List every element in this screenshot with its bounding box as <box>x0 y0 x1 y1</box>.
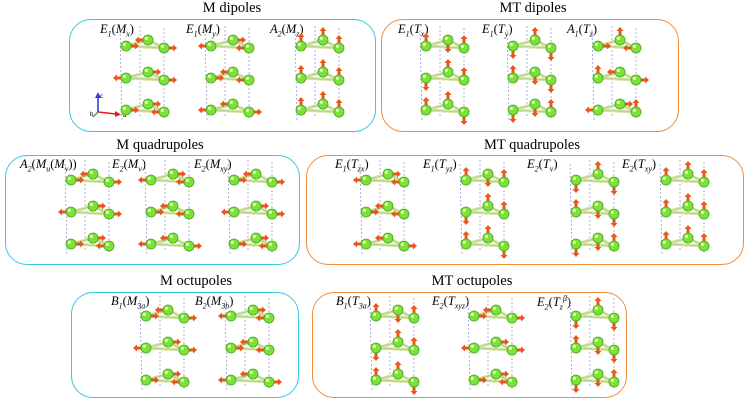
label-B1-M3a: B1(M3a) <box>111 294 150 311</box>
label-B2-M3b: B2(M3b) <box>195 294 234 311</box>
label-E1-My: E1(My) <box>186 22 220 39</box>
mt-octupoles-frame <box>312 292 627 398</box>
label-E1-Tx: E1(Tx) <box>398 22 429 39</box>
structure-m-dipole-z <box>294 26 345 123</box>
label-A2-Mu-Mv: A2(Mu(Mv)) <box>20 157 77 174</box>
mt-dipoles-title: MT dipoles <box>499 0 567 16</box>
structure-mt-quad-xy <box>659 160 710 257</box>
label-E2-Txyz: E2(Txyz) <box>432 294 470 311</box>
label-E2-Mxy: E2(Mxy) <box>194 157 232 174</box>
structure-m-quad-u <box>58 160 122 257</box>
structure-m-quad-v <box>138 160 202 257</box>
label-A2-Mz: A2(Mz) <box>270 22 304 39</box>
structure-mt-quad-zx <box>353 160 417 257</box>
structure-mt-dipole-y <box>506 26 557 123</box>
label-A1-Tz: A1(Tz) <box>567 22 598 39</box>
label-E1-Mx: E1(Mx) <box>100 22 134 39</box>
label-E2-Txy: E2(Txy) <box>622 157 657 174</box>
svg-text:a: a <box>123 113 127 119</box>
mt-quadrupoles-title: MT quadrupoles <box>484 137 580 153</box>
mt-quadrupoles-frame <box>306 155 744 265</box>
m-quadrupoles-frame <box>5 155 300 265</box>
m-octupoles-frame <box>71 292 299 398</box>
structure-mt-dipole-x <box>419 26 470 125</box>
structure-m-dipole-y <box>198 26 262 123</box>
label-E2-Tzbeta: E2(Tzβ) <box>537 294 572 312</box>
m-quadrupoles-title: M quadrupoles <box>116 137 204 153</box>
m-octupoles-title: M octupoles <box>159 273 233 289</box>
structure-mt-dipole-z <box>585 26 649 123</box>
label-E1-Ty: E1(Ty) <box>482 22 513 39</box>
structure-m-dipole-x <box>113 26 177 123</box>
label-E1-Tzx: E1(Tzx) <box>335 157 369 174</box>
label-B1-T3a: B1(T3a) <box>336 294 371 311</box>
structure-m-oct-3b <box>218 296 282 393</box>
svg-text:c: c <box>100 94 103 100</box>
structure-mt-oct-zbeta <box>569 296 620 393</box>
m-dipoles-title: M dipoles <box>202 0 262 16</box>
label-E2-Tv: E2(Tv) <box>527 157 558 174</box>
label-E1-Tyz: E1(Tyz) <box>423 157 457 174</box>
structure-mt-quad-yz <box>459 160 510 259</box>
mt-octupoles-title: MT octupoles <box>431 273 513 289</box>
m-dipoles-frame <box>69 19 376 132</box>
structure-mt-oct-3a <box>369 296 420 395</box>
label-E2-Mv: E2(Mv) <box>112 157 146 174</box>
mt-dipoles-frame <box>381 19 679 132</box>
crystal-axes-icon: c a b <box>90 92 127 119</box>
structure-mt-oct-xyz <box>461 296 525 393</box>
svg-text:b: b <box>90 112 94 118</box>
structure-m-oct-3a <box>133 296 197 393</box>
structure-m-quad-xy <box>221 160 285 257</box>
structure-mt-quad-v <box>569 160 620 257</box>
